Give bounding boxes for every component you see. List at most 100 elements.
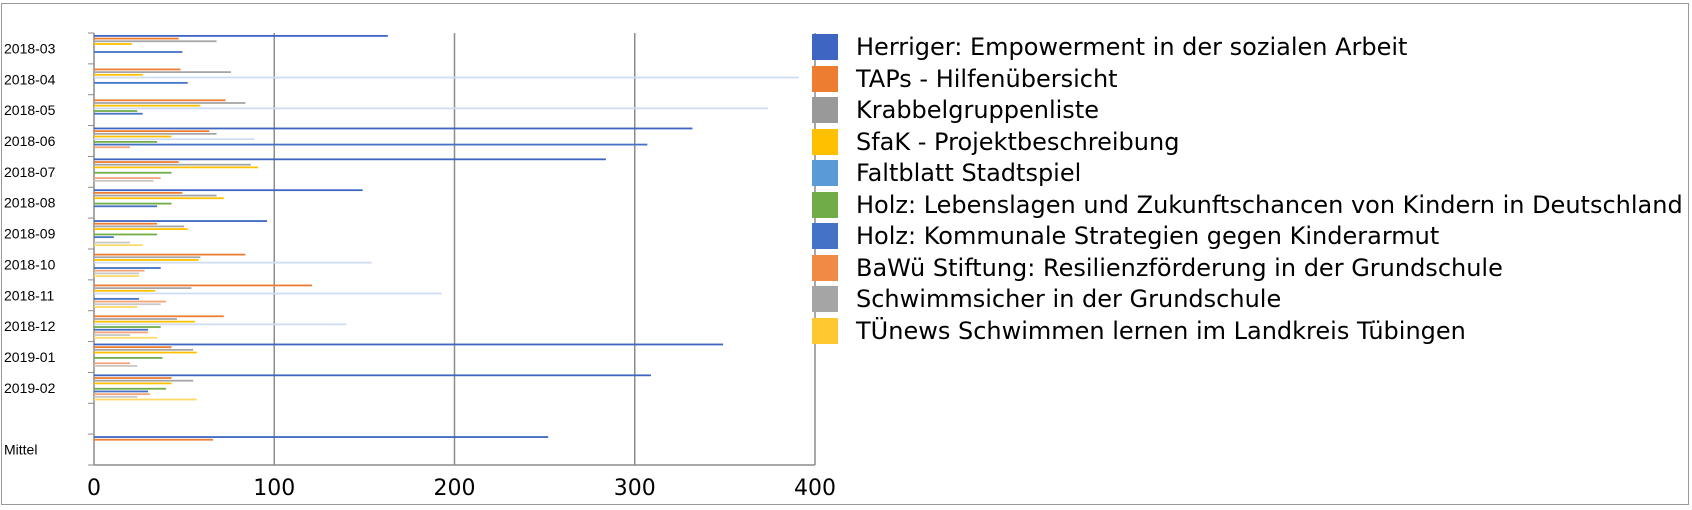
bar — [94, 292, 442, 295]
bar — [94, 297, 140, 300]
bar — [94, 191, 183, 194]
legend-item: Krabbelgruppenliste — [812, 96, 1692, 124]
bar — [94, 233, 158, 236]
x-tick-label: 400 — [794, 476, 836, 501]
bar — [94, 189, 363, 192]
bar — [94, 171, 172, 174]
legend-label: SfaK - Projektbeschreibung — [856, 127, 1180, 156]
legend-item: Schwimmsicher in der Grundschule — [812, 285, 1692, 313]
legend-label: BaWü Stiftung: Resilienzförderung in der… — [856, 253, 1503, 282]
bar — [94, 267, 161, 269]
bar — [94, 163, 251, 166]
bar — [94, 68, 181, 71]
y-tick-label: 2018-04 — [4, 71, 56, 87]
bar — [94, 318, 177, 320]
y-tick-label: 2018-08 — [4, 195, 56, 211]
bar — [94, 303, 161, 306]
bar — [94, 343, 724, 346]
y-tick-label: 2018-03 — [4, 40, 56, 56]
bar — [94, 300, 167, 303]
bar — [94, 146, 131, 149]
bar — [94, 166, 259, 169]
bar — [94, 135, 172, 138]
bar — [94, 222, 158, 225]
legend-swatch — [812, 128, 838, 155]
x-tick-label: 200 — [434, 476, 476, 501]
legend-label: Schwimmsicher in der Grundschule — [856, 285, 1282, 313]
bar — [94, 205, 158, 208]
bar — [94, 331, 149, 334]
bar — [94, 228, 188, 230]
bar — [94, 51, 183, 53]
bar — [94, 130, 210, 133]
bar — [94, 202, 172, 205]
y-tick-label: 2018-06 — [4, 133, 56, 149]
legend-label: Holz: Kommunale Strategien gegen Kindera… — [856, 222, 1440, 250]
bar — [94, 346, 172, 349]
legend-item: TÜnews Schwimmen lernen im Landkreis Tüb… — [812, 317, 1692, 345]
bar — [94, 289, 156, 292]
legend-swatch — [812, 34, 838, 60]
bar — [94, 179, 154, 182]
bar — [94, 43, 132, 45]
bar — [94, 326, 161, 328]
bar — [94, 436, 549, 438]
x-tick-label: 300 — [614, 476, 656, 501]
bar — [94, 132, 217, 135]
bar — [94, 138, 255, 141]
bar — [94, 256, 201, 259]
legend-swatch — [812, 97, 838, 123]
bar — [94, 269, 145, 272]
bar — [94, 334, 131, 336]
legend-item: SfaK - Projektbeschreibung — [812, 128, 1692, 156]
bar — [94, 275, 140, 277]
legend-item: Holz: Lebenslagen und Zukunftschancen vo… — [812, 191, 1692, 219]
legend-label: TÜnews Schwimmen lernen im Landkreis Tüb… — [856, 316, 1466, 345]
legend-item: BaWü Stiftung: Resilienzförderung in der… — [812, 254, 1692, 282]
bar — [94, 194, 217, 197]
bar — [94, 284, 313, 287]
bar — [94, 220, 268, 222]
bar — [94, 37, 179, 40]
y-tick-label: 2018-07 — [4, 164, 56, 180]
y-tick-label: 2018-10 — [4, 256, 56, 272]
legend-swatch — [812, 317, 838, 344]
bar — [94, 127, 693, 130]
y-tick-label: 2018-11 — [4, 287, 55, 303]
bar — [94, 374, 651, 377]
legend-label: Krabbelgruppenliste — [856, 96, 1099, 124]
bar — [94, 287, 192, 290]
legend-item: Herriger: Empowerment in der sozialen Ar… — [812, 33, 1692, 61]
legend-swatch — [812, 223, 838, 249]
bar — [94, 320, 195, 323]
bar — [94, 107, 769, 110]
x-tick-label: 0 — [87, 476, 101, 501]
bar — [94, 99, 226, 102]
bar — [94, 348, 194, 351]
y-tick-label: Mittel — [4, 442, 37, 458]
bar — [94, 197, 224, 200]
bar — [94, 377, 172, 379]
bar — [94, 259, 199, 261]
bar — [94, 336, 158, 339]
bar — [94, 306, 138, 308]
y-tick-label: 2018-12 — [4, 318, 56, 334]
legend-item: Faltblatt Stadtspiel — [812, 159, 1692, 187]
y-tick-label: 2019-02 — [4, 380, 56, 396]
bar — [94, 73, 143, 76]
y-tick-label: 2018-05 — [4, 102, 56, 118]
bar — [94, 40, 217, 43]
bar — [94, 382, 172, 385]
bar — [94, 393, 150, 396]
bar — [94, 390, 149, 393]
chart-frame — [1, 3, 1689, 505]
bar — [94, 110, 138, 112]
bar — [94, 35, 388, 37]
bar — [94, 362, 131, 365]
bar — [94, 395, 138, 398]
bar — [94, 104, 201, 107]
bar — [94, 438, 213, 441]
bar — [94, 71, 231, 74]
bar — [94, 81, 188, 84]
